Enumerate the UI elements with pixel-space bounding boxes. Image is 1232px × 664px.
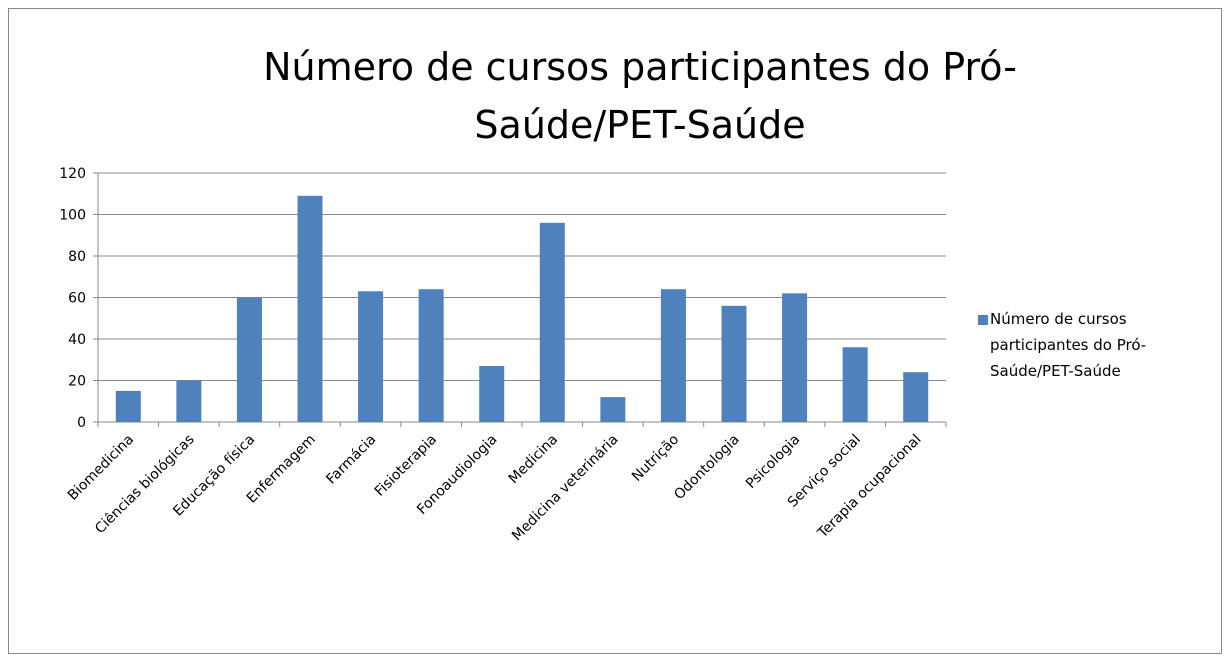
bar <box>297 195 323 422</box>
x-tick-label: Psicologia <box>743 432 803 492</box>
y-tick-label: 20 <box>68 374 86 390</box>
y-tick-label: 80 <box>68 249 86 265</box>
bar <box>176 380 202 422</box>
y-tick-label: 40 <box>68 332 86 348</box>
legend-key <box>978 315 988 325</box>
bar <box>903 372 929 422</box>
bar <box>782 293 808 422</box>
legend-label: Número de cursos participantes do Pró-Sa… <box>990 310 1147 380</box>
x-tick-label: Odontologia <box>671 432 743 504</box>
x-tick-label: Nutrição <box>629 432 682 485</box>
bar <box>236 297 262 422</box>
x-tick-label: Fisioterapia <box>372 432 440 500</box>
x-tick-label: Terapia ocupacional <box>814 432 924 542</box>
bar <box>842 347 868 422</box>
y-tick-label: 100 <box>59 208 86 224</box>
chart-frame <box>8 8 1222 654</box>
bar <box>600 397 626 422</box>
chart-title: Número de cursos participantes do Pró-Sa… <box>263 45 1017 147</box>
y-tick-label: 0 <box>77 415 86 431</box>
x-tick-label: Medicina veterinária <box>509 432 622 545</box>
bar <box>418 289 444 422</box>
bar <box>721 305 747 422</box>
bar <box>539 222 565 422</box>
x-tick-label: Medicina <box>506 432 562 488</box>
x-tick-label: Farmácia <box>323 432 379 488</box>
x-tick-label: Ciências biológicas <box>92 432 198 538</box>
y-tick-label: 60 <box>68 291 86 307</box>
bar <box>115 390 141 422</box>
y-tick-label: 120 <box>59 166 86 182</box>
bar <box>479 365 505 422</box>
bar <box>358 291 384 422</box>
bar <box>660 289 686 422</box>
